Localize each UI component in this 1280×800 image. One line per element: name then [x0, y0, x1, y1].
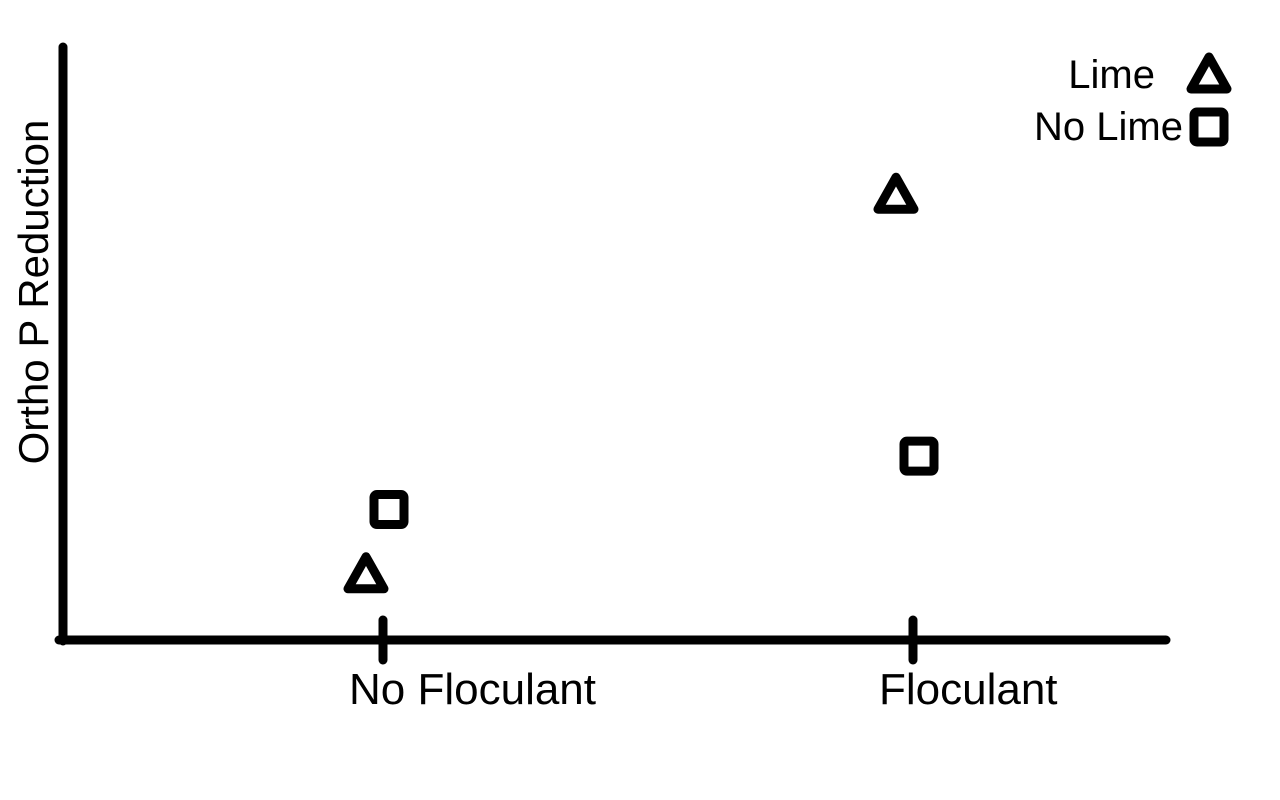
legend-label: Lime	[1068, 53, 1155, 97]
x-tick-label: No Floculant	[349, 665, 596, 714]
data-point-triangle	[343, 552, 389, 594]
legend-triangle-icon	[1186, 52, 1232, 94]
x-ticks: No Floculant Floculant	[349, 615, 1058, 714]
x-tick-label: Floculant	[879, 665, 1058, 714]
data-point-triangle	[873, 172, 919, 214]
data-point-square	[369, 490, 409, 530]
legend-label: No Lime	[1034, 105, 1183, 149]
data-point-square	[899, 436, 939, 476]
y-axis-label: Ortho P Reduction	[10, 120, 57, 465]
legend-square-icon	[1189, 107, 1229, 147]
data-points	[343, 172, 939, 594]
legend: Lime No Lime	[1034, 52, 1232, 149]
